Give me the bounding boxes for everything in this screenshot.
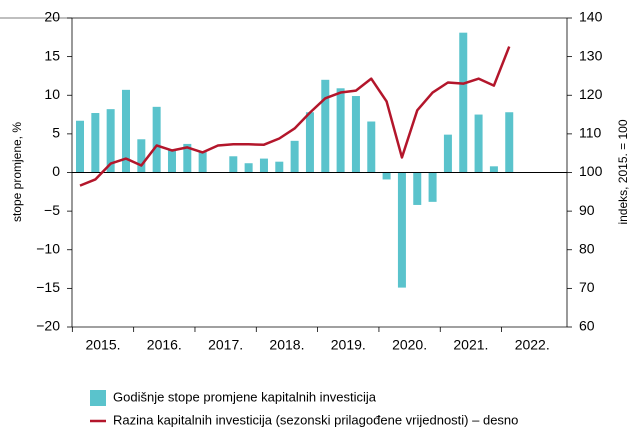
x-tick-label: 2017.	[208, 337, 243, 353]
line	[79, 46, 511, 187]
x-tick-label: 2021.	[453, 337, 488, 353]
bar	[167, 149, 176, 173]
y2-tick-label: 70	[579, 279, 595, 295]
y2-tick-label: 100	[579, 163, 603, 179]
bar	[336, 88, 345, 173]
bar	[106, 109, 115, 173]
y-tick-label: 10	[44, 86, 60, 102]
bar	[459, 32, 468, 173]
y2-tick-label: 90	[579, 202, 595, 218]
bar	[382, 172, 391, 180]
bar	[367, 121, 376, 173]
bar	[397, 172, 406, 288]
bar	[137, 139, 146, 173]
y2-tick-label: 140	[579, 9, 603, 25]
x-tick-label: 2015.	[85, 337, 120, 353]
bar	[474, 114, 483, 173]
y2-axis-title: indeks, 2015. = 100	[616, 119, 630, 224]
bar	[229, 156, 238, 173]
y2-tick-label: 130	[579, 47, 603, 63]
bar	[505, 112, 514, 173]
bar	[290, 140, 299, 173]
bar	[259, 158, 268, 173]
bar	[351, 96, 360, 173]
y2-tick-label: 80	[579, 240, 595, 256]
bar	[428, 172, 437, 202]
x-tick-label: 2019.	[331, 337, 366, 353]
bar	[183, 143, 192, 173]
bar	[413, 172, 422, 205]
bar	[198, 151, 207, 173]
y2-tick-label: 110	[579, 125, 602, 141]
bar	[121, 89, 130, 173]
legend-swatch	[90, 390, 106, 406]
y-tick-label: 15	[44, 47, 60, 63]
bar	[275, 161, 284, 173]
bar	[244, 163, 253, 173]
x-tick-label: 2018.	[269, 337, 304, 353]
y-tick-label: −20	[36, 318, 60, 334]
bar	[91, 113, 100, 173]
bar	[489, 166, 498, 173]
y-tick-label: 0	[52, 163, 60, 179]
y2-tick-label: 60	[579, 318, 595, 334]
bar	[305, 112, 314, 173]
x-tick-label: 2022.	[515, 337, 550, 353]
legend-label: Godišnje stope promjene kapitalnih inves…	[113, 389, 377, 404]
y-tick-label: 5	[52, 125, 60, 141]
bar	[443, 134, 452, 173]
y2-tick-label: 120	[579, 86, 603, 102]
x-tick-label: 2020.	[392, 337, 427, 353]
y-tick-label: −5	[44, 202, 60, 218]
y-axis-title: stope promjene, %	[10, 122, 24, 222]
x-tick-label: 2016.	[147, 337, 182, 353]
y-tick-label: 20	[44, 9, 60, 25]
bar	[76, 120, 84, 173]
bar	[152, 106, 161, 173]
y-tick-label: −10	[36, 240, 60, 256]
bar	[321, 79, 330, 173]
legend-label: Razina kapitalnih investicija (sezonski …	[113, 412, 518, 427]
y-tick-label: −15	[36, 279, 60, 295]
